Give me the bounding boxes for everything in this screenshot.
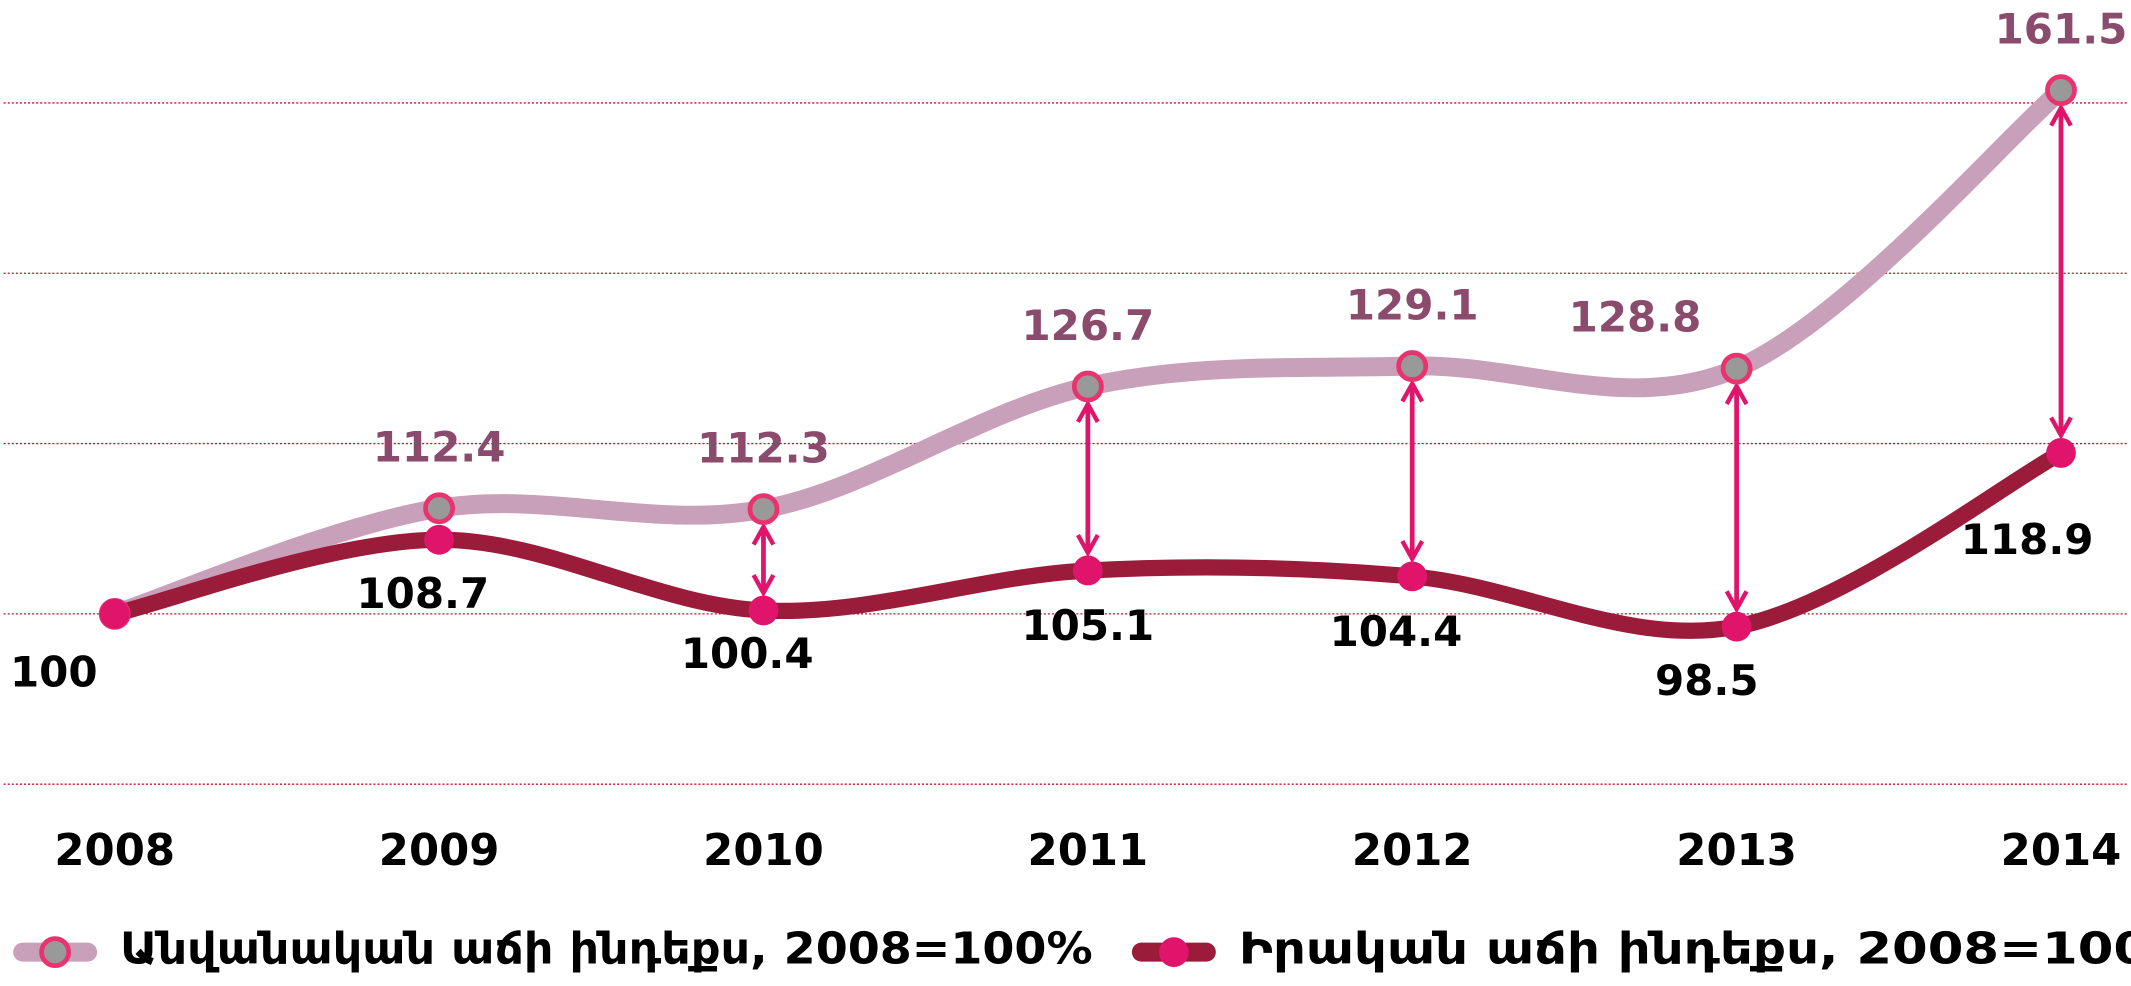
data-label: 105.1 (1021, 601, 1154, 650)
data-label: 100 (10, 647, 98, 696)
point (99, 598, 130, 629)
point (1071, 370, 1104, 403)
x-tick-label: 2011 (1028, 826, 1149, 876)
data-label: 118.9 (1961, 515, 2094, 564)
data-label: 112.3 (697, 423, 830, 472)
x-tick-label: 2009 (379, 826, 500, 876)
x-tick-label: 2013 (1676, 826, 1797, 876)
x-tick-label: 2010 (703, 826, 824, 876)
data-label: 104.4 (1330, 607, 1463, 656)
data-label: 161.5 (1995, 4, 2128, 53)
data-label: 108.7 (356, 569, 489, 618)
data-label: 128.8 (1569, 292, 1702, 341)
x-tick-label: 2008 (54, 826, 175, 876)
point (747, 493, 780, 526)
legend-marker (1158, 937, 1189, 968)
legend-label: Իրական աճի ինդեքս, 2008=100% (1239, 925, 2131, 975)
data-label: 100.4 (681, 629, 814, 678)
point (2046, 438, 2076, 468)
data-label: 126.7 (1021, 301, 1154, 350)
data-label: 129.1 (1346, 280, 1479, 329)
point (1721, 611, 1752, 642)
point (748, 595, 779, 626)
point (2045, 74, 2077, 107)
x-tick-label: 2012 (1352, 826, 1473, 876)
point (1720, 352, 1753, 385)
legend-marker (39, 936, 72, 969)
legend-label: Անվանական աճի ինդեքս, 2008=100% (120, 925, 1092, 975)
point (423, 492, 456, 525)
point (1396, 350, 1429, 382)
point (1397, 561, 1428, 592)
data-label: 98.5 (1655, 656, 1759, 705)
data-label: 112.4 (373, 423, 506, 472)
x-tick-label: 2014 (2001, 826, 2122, 876)
point (424, 524, 454, 555)
point (1072, 555, 1103, 586)
